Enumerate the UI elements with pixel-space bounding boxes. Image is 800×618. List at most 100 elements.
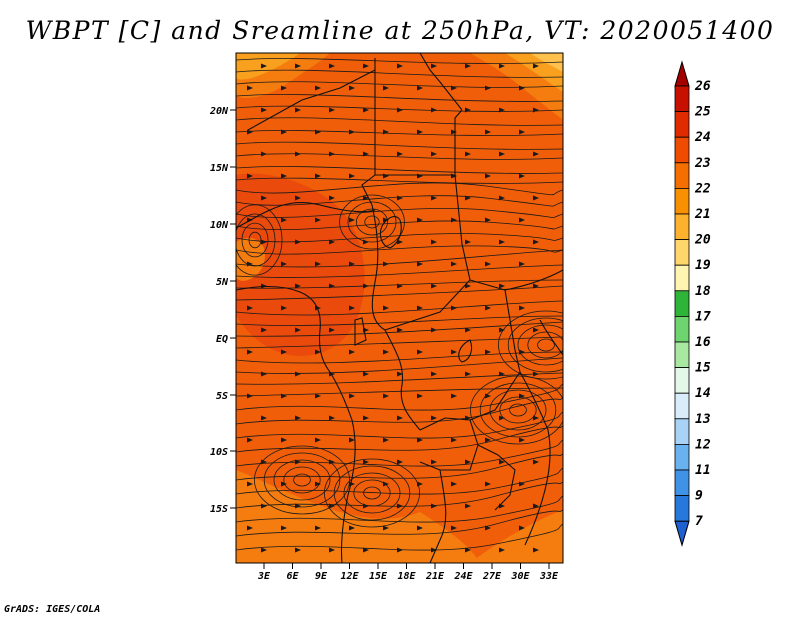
streamline-arrow: [329, 239, 335, 245]
streamline-arrow: [261, 239, 267, 245]
streamline: [236, 94, 563, 102]
vortex-ring: [347, 201, 397, 243]
streamline-arrow: [533, 415, 539, 421]
streamline-arrow: [431, 107, 437, 113]
streamline-arrow: [451, 437, 457, 443]
vortex-ring: [253, 445, 350, 515]
coastline-somalia: [539, 319, 563, 356]
streamline: [236, 397, 563, 425]
border-zimbabwe-botswana: [429, 469, 447, 563]
streamline-arrow: [281, 85, 287, 91]
streamline-arrow: [451, 393, 457, 399]
streamline-arrow: [499, 371, 505, 377]
streamline-arrow: [281, 481, 287, 487]
lon-tick-label: 18E: [397, 571, 416, 582]
streamline-arrow: [281, 173, 287, 179]
streamline-arrow: [499, 283, 505, 289]
streamline-arrow: [451, 261, 457, 267]
streamline-arrow: [397, 195, 403, 201]
streamline: [236, 467, 563, 495]
streamline-arrow: [349, 305, 355, 311]
colorbar-label: 9: [695, 489, 703, 504]
streamline-arrow: [533, 107, 539, 113]
colorbar-swatch: [674, 239, 690, 266]
streamline-arrow: [485, 393, 491, 399]
border-sudan-north: [375, 109, 463, 176]
vortex-ring: [527, 331, 563, 359]
streamline-arrow: [397, 503, 403, 509]
colorbar-swatch: [674, 136, 690, 164]
streamline-arrow: [417, 217, 423, 223]
streamline-arrow: [363, 195, 369, 201]
streamline-arrow: [533, 151, 539, 157]
streamline-arrow: [315, 525, 321, 531]
streamline-arrow: [397, 459, 403, 465]
streamline-arrow: [261, 547, 267, 553]
streamline: [236, 453, 563, 481]
streamline: [236, 166, 563, 174]
streamline-arrow: [431, 371, 437, 377]
streamline-arrow: [465, 107, 471, 113]
streamline-arrow: [383, 85, 389, 91]
streamline-arrow: [533, 195, 539, 201]
streamline-arrow: [431, 151, 437, 157]
streamline-arrow: [397, 371, 403, 377]
streamline-arrow: [533, 239, 539, 245]
streamline-arrow: [431, 547, 437, 553]
streamline-arrow: [431, 195, 437, 201]
border-congo-drc: [384, 329, 421, 431]
streamline-arrow: [485, 305, 491, 311]
streamline-arrow: [363, 415, 369, 421]
streamline-arrow: [499, 547, 505, 553]
streamline: [236, 425, 563, 453]
streamline-arrow: [329, 415, 335, 421]
streamline-arrow: [349, 525, 355, 531]
vortex-ring: [507, 317, 563, 373]
streamline-arrow: [281, 305, 287, 311]
border-mali-algeria: [247, 99, 303, 131]
wbpt-shading-22-southeast: [470, 510, 563, 563]
wbpt-shading-21-northwest: [236, 53, 300, 80]
streamline: [236, 509, 563, 537]
streamline-arrow: [329, 327, 335, 333]
colorbar-swatch: [674, 85, 690, 113]
streamline-arrow: [261, 459, 267, 465]
border-egypt-sudan: [419, 53, 463, 111]
streamline: [236, 58, 563, 64]
streamline: [236, 264, 563, 278]
lat-tick-label: 15S: [210, 504, 228, 515]
country-borders: [236, 53, 563, 563]
colorbar-swatch: [674, 290, 690, 317]
streamline-arrow: [451, 305, 457, 311]
streamline-arrow: [451, 481, 457, 487]
streamline-arrow: [397, 283, 403, 289]
streamline-arrow: [329, 63, 335, 69]
colorbar-label: 23: [694, 156, 711, 171]
streamline-arrow: [247, 129, 253, 135]
streamline: [236, 300, 563, 316]
streamline-arrow: [349, 349, 355, 355]
streamline-arrow: [329, 151, 335, 157]
border-mozambique: [477, 444, 516, 511]
streamline-arrow: [281, 349, 287, 355]
streamline-arrow: [499, 459, 505, 465]
streamline-arrow: [519, 217, 525, 223]
coastline-sahel: [236, 201, 376, 229]
streamline-arrow: [533, 371, 539, 377]
vortex-ring: [363, 486, 381, 500]
coastline-gulf-of-guinea: [236, 286, 331, 373]
colorbar-label: 12: [695, 437, 711, 452]
streamline-arrow: [295, 63, 301, 69]
streamline-arrow: [247, 261, 253, 267]
colorbar-swatch: [674, 392, 690, 420]
vortex-ring: [499, 396, 537, 424]
streamline-arrow: [315, 85, 321, 91]
streamline-arrow: [363, 239, 369, 245]
streamline: [236, 315, 563, 326]
streamline-arrow: [485, 481, 491, 487]
colorbar-label: 13: [695, 412, 711, 427]
streamline-arrow: [363, 459, 369, 465]
map-title: WBPT [C] and Sreamline at 250hPa, VT: 20…: [25, 16, 775, 45]
streamline-arrow: [315, 261, 321, 267]
